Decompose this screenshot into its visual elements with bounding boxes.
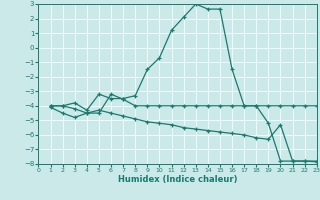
X-axis label: Humidex (Indice chaleur): Humidex (Indice chaleur): [118, 175, 237, 184]
